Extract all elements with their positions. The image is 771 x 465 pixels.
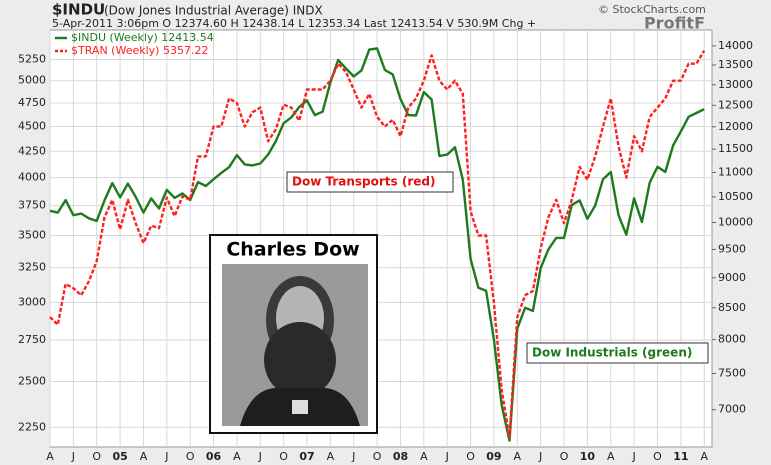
y2-tick-label: 9000 [718, 271, 746, 284]
y2-tick-label: 9500 [718, 242, 746, 255]
x-tick-label: A [420, 450, 428, 463]
x-tick-label: O [560, 450, 569, 463]
portrait [222, 264, 368, 426]
y2-tick-label: 13000 [718, 78, 753, 91]
y-tick-label: 4250 [18, 144, 46, 157]
legend: $INDU (Weekly) 12413.54$TRAN (Weekly) 53… [55, 31, 214, 57]
y-tick-label: 4500 [18, 119, 46, 132]
y-tick-label: 5250 [18, 53, 46, 66]
x-tick-label: A [140, 450, 148, 463]
x-tick-label: A [700, 450, 708, 463]
x-tick-label: 05 [112, 450, 127, 463]
x-tick-label: O [279, 450, 288, 463]
y2-tick-label: 13500 [718, 58, 753, 71]
y-tick-label: 5000 [18, 74, 46, 87]
legend-label: $INDU (Weekly) 12413.54 [71, 31, 214, 44]
x-tick-label: J [631, 450, 635, 463]
y-tick-label: 4750 [18, 96, 46, 109]
y2-tick-label: 7000 [718, 403, 746, 416]
chart-title: $INDU [52, 1, 105, 19]
x-tick-label: O [466, 450, 475, 463]
x-tick-label: O [653, 450, 662, 463]
y-tick-label: 3750 [18, 199, 46, 212]
y2-tick-label: 10000 [718, 215, 753, 228]
x-tick-label: 07 [299, 450, 314, 463]
x-tick-label: 06 [206, 450, 222, 463]
x-tick-label: O [186, 450, 195, 463]
source: © StockCharts.com [598, 3, 706, 16]
annotation: Dow Industrials (green) [532, 346, 692, 360]
x-tick-label: A [607, 450, 615, 463]
x-tick-label: J [71, 450, 75, 463]
y2-tick-label: 12500 [718, 98, 753, 111]
x-tick-label: J [445, 450, 449, 463]
x-tick-label: 08 [393, 450, 408, 463]
annotation-box [526, 342, 709, 364]
grid [49, 30, 712, 447]
y-tick-label: 2750 [18, 333, 46, 346]
y-tick-label: 3500 [18, 229, 46, 242]
x-tick-label: A [514, 450, 522, 463]
series-line [49, 49, 706, 439]
y2-tick-label: 11500 [718, 142, 753, 155]
chart-subtitle: (Dow Jones Industrial Average) INDX [104, 4, 323, 18]
y-tick-label: 2250 [18, 420, 46, 433]
annotation: Dow Transports (red) [292, 175, 435, 189]
x-tick-label: O [92, 450, 101, 463]
y2-tick-label: 11000 [718, 165, 753, 178]
y-tick-label: 4000 [18, 171, 46, 184]
portrait-caption: Charles Dow [226, 239, 359, 261]
x-tick-label: J [351, 450, 355, 463]
x-tick-label: 10 [580, 450, 596, 463]
plot-area [49, 29, 713, 448]
y2-tick-label: 7500 [718, 366, 746, 379]
annotation-box [286, 171, 454, 193]
x-tick-label: 09 [486, 450, 501, 463]
y2-tick-label: 10500 [718, 190, 753, 203]
x-tick-label: 11 [673, 450, 688, 463]
watermark: ProfitF [644, 14, 705, 33]
x-tick-label: O [373, 450, 382, 463]
x-tick-label: J [164, 450, 168, 463]
y2-tick-label: 8500 [718, 301, 746, 314]
x-tick-label: J [258, 450, 262, 463]
lines [49, 47, 706, 442]
x-tick-label: J [538, 450, 542, 463]
x-tick-label: A [327, 450, 335, 463]
y-tick-label: 3000 [18, 295, 46, 308]
y2-tick-label: 12000 [718, 120, 753, 133]
series-line [49, 47, 705, 442]
legend-label: $TRAN (Weekly) 5357.22 [71, 44, 208, 57]
y-tick-label: 3250 [18, 261, 46, 274]
y-tick-label: 2500 [18, 375, 46, 388]
x-tick-label: A [233, 450, 241, 463]
y2-tick-label: 8000 [718, 333, 746, 346]
y2-tick-label: 14000 [718, 39, 753, 52]
x-tick-label: A [46, 450, 54, 463]
quote-line: 5-Apr-2011 3:06pm O 12374.60 H 12438.14 … [52, 17, 536, 30]
